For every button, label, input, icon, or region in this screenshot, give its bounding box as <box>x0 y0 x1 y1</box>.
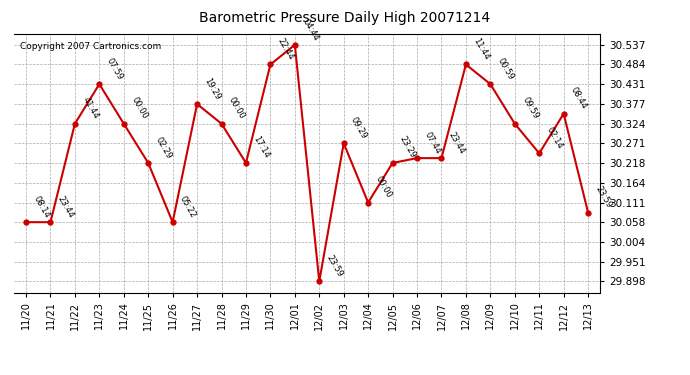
Text: 07:59: 07:59 <box>105 56 125 81</box>
Text: 41:44: 41:44 <box>81 96 100 121</box>
Text: 02:14: 02:14 <box>545 126 564 150</box>
Text: 00:59: 00:59 <box>496 56 515 81</box>
Text: 08:14: 08:14 <box>32 194 51 219</box>
Text: 23:44: 23:44 <box>447 130 466 155</box>
Text: 02:29: 02:29 <box>154 135 173 160</box>
Text: 17:14: 17:14 <box>252 135 271 160</box>
Text: 23:59: 23:59 <box>593 184 613 210</box>
Text: 11:44: 11:44 <box>471 37 491 62</box>
Text: 00:00: 00:00 <box>227 96 247 121</box>
Text: 07:44: 07:44 <box>422 130 442 155</box>
Text: Barometric Pressure Daily High 20071214: Barometric Pressure Daily High 20071214 <box>199 11 491 25</box>
Text: Copyright 2007 Cartronics.com: Copyright 2007 Cartronics.com <box>19 42 161 51</box>
Text: 04:44: 04:44 <box>300 17 320 42</box>
Text: 08:44: 08:44 <box>569 86 589 111</box>
Text: 05:22: 05:22 <box>178 194 198 219</box>
Text: 09:59: 09:59 <box>520 96 540 121</box>
Text: 09:29: 09:29 <box>349 116 369 141</box>
Text: 23:59: 23:59 <box>325 254 344 279</box>
Text: 23:29: 23:29 <box>398 135 418 160</box>
Text: 23:44: 23:44 <box>56 194 76 219</box>
Text: 19:29: 19:29 <box>203 76 222 101</box>
Text: 00:00: 00:00 <box>374 175 393 200</box>
Text: 22:44: 22:44 <box>276 37 295 62</box>
Text: 00:00: 00:00 <box>129 96 149 121</box>
